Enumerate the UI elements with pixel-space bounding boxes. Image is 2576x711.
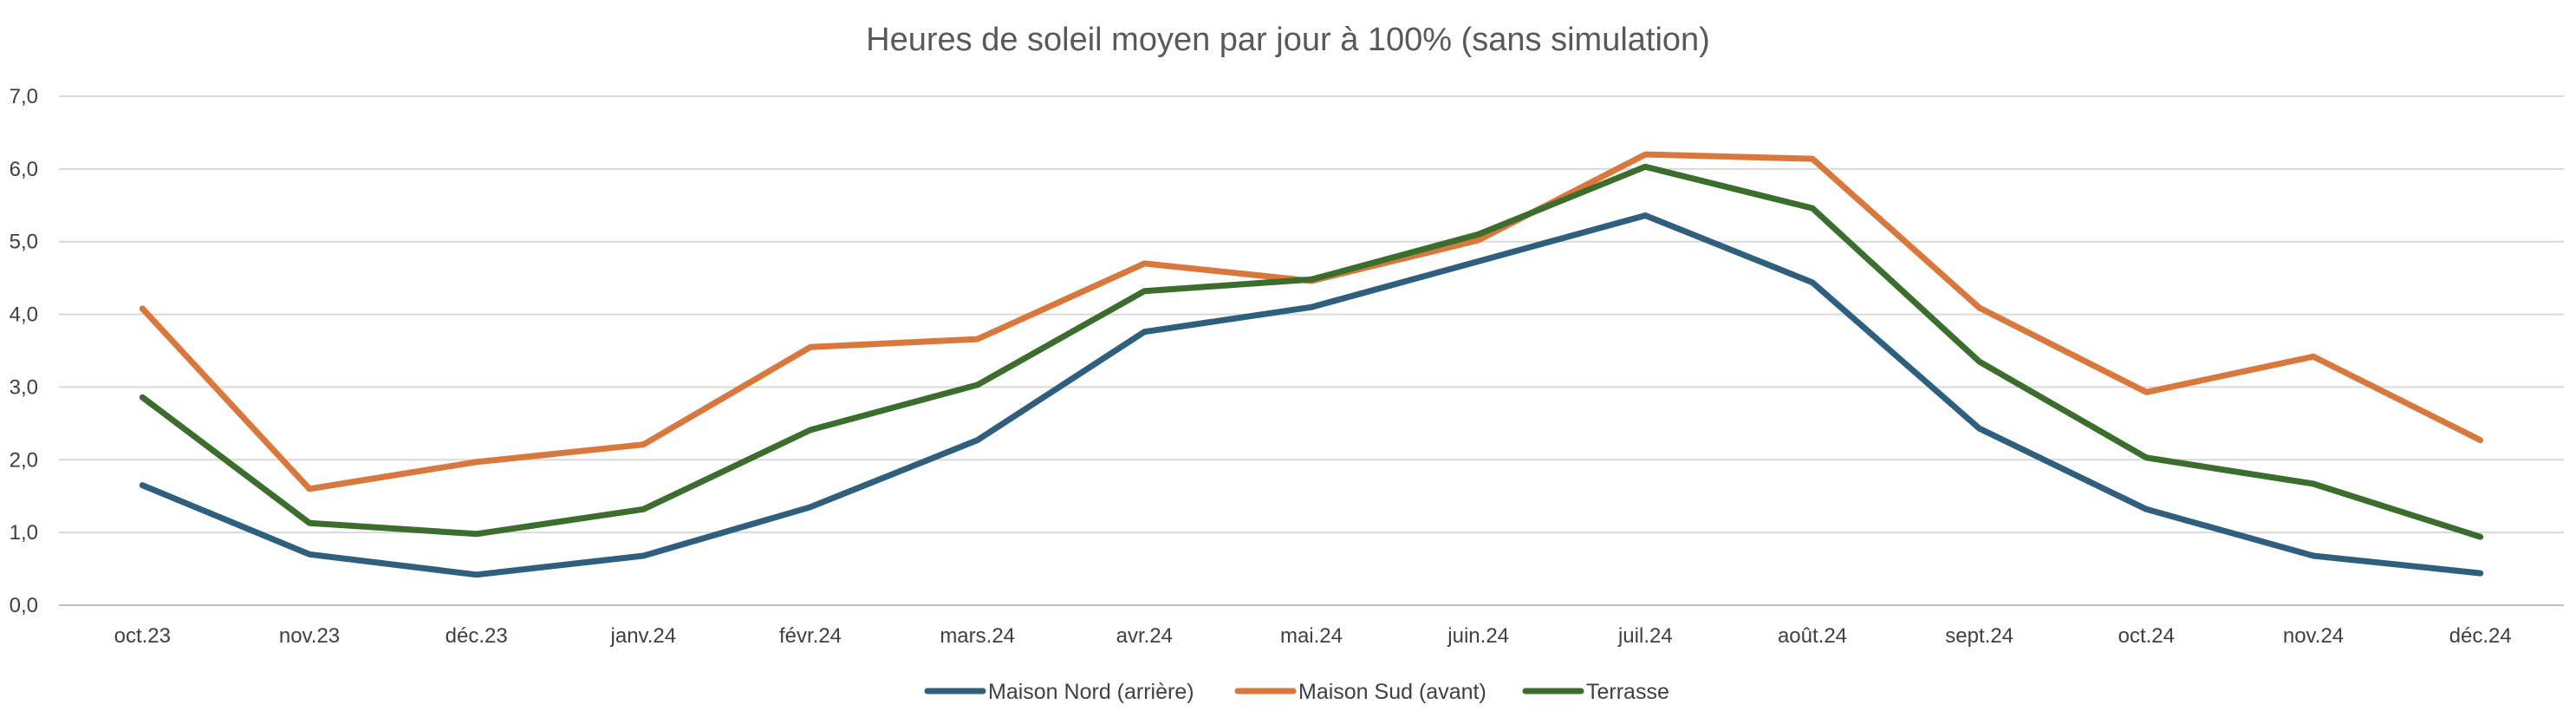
y-tick-label: 0,0 — [10, 594, 38, 617]
x-axis-ticks: oct.23 nov.23 déc.23 janv.24 févr.24 mars.24 a… — [114, 624, 2512, 648]
series-lines — [139, 151, 2484, 578]
legend-label: Terrasse — [1586, 680, 1669, 704]
x-tick-label: nov.24 — [2283, 624, 2344, 648]
chart-title: Heures de soleil moyen par jour à 100% (… — [866, 22, 1710, 58]
y-axis-ticks: 0,0 1,0 2,0 3,0 4,0 5,0 6,0 7,0 — [10, 85, 38, 617]
x-tick-label: déc.24 — [2449, 624, 2512, 648]
x-tick-label: févr.24 — [779, 624, 842, 648]
y-tick-label: 2,0 — [10, 448, 38, 472]
x-tick-label: janv.24 — [610, 624, 677, 648]
legend: Maison Nord (arrière) Maison Sud (avant) T… — [924, 680, 1669, 704]
x-tick-label: mars.24 — [940, 624, 1015, 648]
y-tick-label: 4,0 — [10, 303, 38, 327]
y-tick-label: 7,0 — [10, 85, 38, 108]
x-tick-label: déc.23 — [446, 624, 508, 648]
y-tick-label: 1,0 — [10, 521, 38, 545]
x-tick-label: oct.23 — [114, 624, 171, 648]
x-tick-label: juil.24 — [1617, 624, 1673, 648]
x-tick-label: mai.24 — [1280, 624, 1343, 648]
series-line-2 — [139, 151, 2484, 492]
x-tick-label: oct.24 — [2118, 624, 2175, 648]
legend-label: Maison Nord (arrière) — [988, 680, 1194, 704]
legend-label: Maison Sud (avant) — [1298, 680, 1486, 704]
x-tick-label: avr.24 — [1116, 624, 1173, 648]
series-line-1 — [139, 212, 2484, 578]
x-tick-label: juin.24 — [1447, 624, 1509, 648]
y-tick-label: 6,0 — [10, 158, 38, 181]
y-tick-label: 5,0 — [10, 231, 38, 254]
x-tick-label: sept.24 — [1945, 624, 2013, 648]
y-tick-label: 3,0 — [10, 375, 38, 399]
series-line-3 — [139, 163, 2484, 540]
x-tick-label: août.24 — [1778, 624, 1847, 648]
x-tick-label: nov.23 — [279, 624, 340, 648]
